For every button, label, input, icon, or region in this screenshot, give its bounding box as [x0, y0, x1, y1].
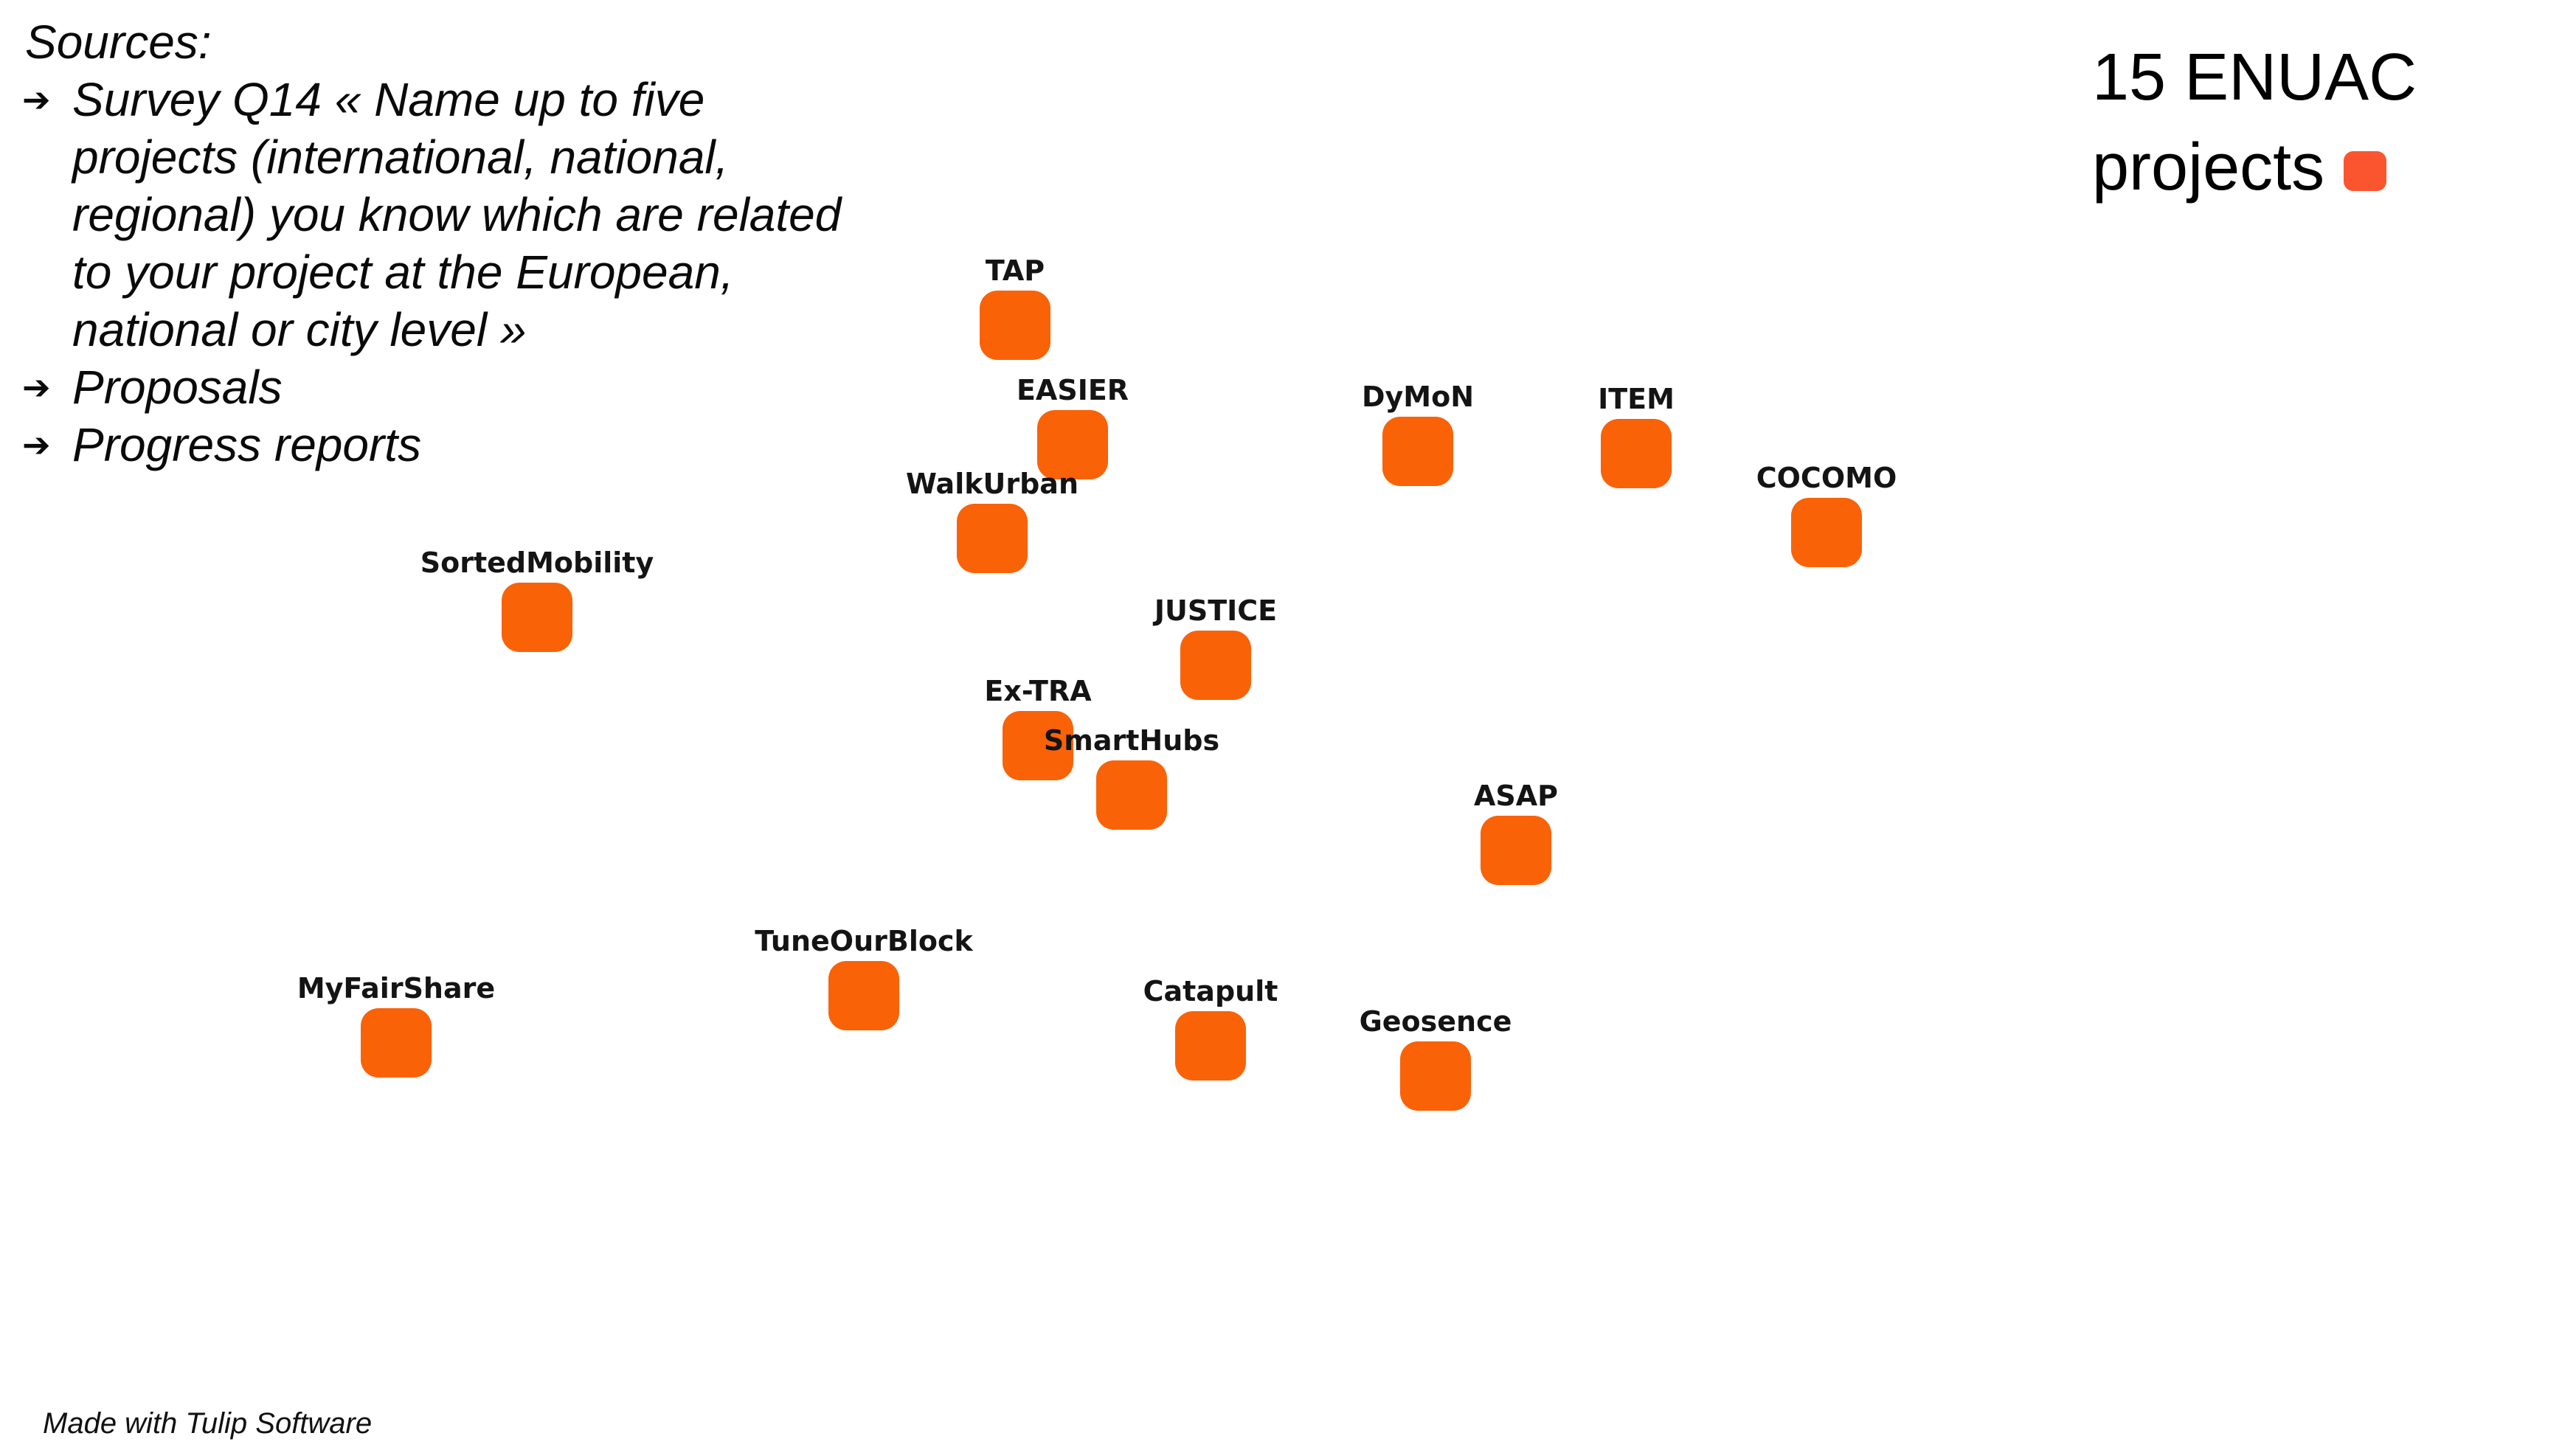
node-label: COCOMO: [1756, 462, 1897, 494]
node-label: DyMoN: [1361, 381, 1475, 413]
arrow-bullet-icon: ➔: [22, 368, 51, 406]
graph-node-geosence[interactable]: Geosence: [1360, 1005, 1512, 1111]
source-item: ➔ Survey Q14 « Name up to five projects (i…: [22, 71, 907, 358]
graph-node-item[interactable]: ITEM: [1598, 383, 1675, 488]
sources-list: ➔ Survey Q14 « Name up to five projects (i…: [22, 71, 907, 473]
node-label: TuneOurBlock: [755, 925, 973, 957]
graph-node-catapult[interactable]: Catapult: [1143, 975, 1278, 1080]
graph-node-cocomo[interactable]: COCOMO: [1756, 462, 1897, 567]
node-label: Catapult: [1143, 975, 1278, 1007]
node-label: ASAP: [1473, 780, 1559, 812]
graph-node-sortedmobility[interactable]: SortedMobility: [420, 547, 654, 652]
node-label: TAP: [985, 254, 1045, 287]
sources-block: Sources: ➔ Survey Q14 « Name up to five pr…: [22, 13, 907, 473]
node-label: MyFairShare: [297, 972, 496, 1005]
sources-title: Sources:: [25, 15, 212, 69]
graph-node-dymon[interactable]: DyMoN: [1362, 381, 1474, 486]
legend: 15 ENUAC projects: [2092, 32, 2535, 212]
node-label: ITEM: [1598, 383, 1675, 415]
graph-node-asap[interactable]: ASAP: [1474, 780, 1558, 885]
node-label: Geosence: [1359, 1005, 1512, 1038]
source-item: ➔ Progress reports: [22, 416, 907, 473]
legend-label: 15 ENUAC projects: [2092, 41, 2417, 204]
graph-node-tuneourblock[interactable]: TuneOurBlock: [755, 925, 973, 1030]
source-item-text: Progress reports: [72, 418, 422, 471]
arrow-bullet-icon: ➔: [22, 80, 51, 119]
watermark-text: Made with Tulip Software: [43, 1407, 373, 1440]
node-label: WalkUrban: [906, 468, 1078, 500]
graph-node-justice[interactable]: JUSTICE: [1154, 594, 1277, 700]
source-item: ➔ Proposals: [22, 358, 907, 416]
node-label: SmartHubs: [1043, 724, 1220, 757]
graph-node-smarthubs[interactable]: SmartHubs: [1044, 724, 1219, 830]
source-item-text: Proposals: [72, 361, 283, 414]
node-swatch-icon: [2344, 151, 2387, 191]
graph-node-walkurban[interactable]: WalkUrban: [906, 468, 1078, 573]
source-item-text: Survey Q14 « Name up to five projects (in…: [72, 73, 842, 356]
graph-node-ex-tra[interactable]: Ex-TRA: [984, 675, 1092, 780]
node-label: Ex-TRA: [984, 675, 1092, 707]
graph-node-tap[interactable]: TAP: [980, 254, 1050, 360]
node-label: SortedMobility: [420, 547, 654, 579]
arrow-bullet-icon: ➔: [22, 426, 51, 464]
node-label: EASIER: [1016, 374, 1129, 406]
graph-node-easier[interactable]: EASIER: [1017, 374, 1129, 479]
node-label: JUSTICE: [1154, 594, 1278, 627]
graph-node-myfairshare[interactable]: MyFairShare: [297, 972, 495, 1078]
